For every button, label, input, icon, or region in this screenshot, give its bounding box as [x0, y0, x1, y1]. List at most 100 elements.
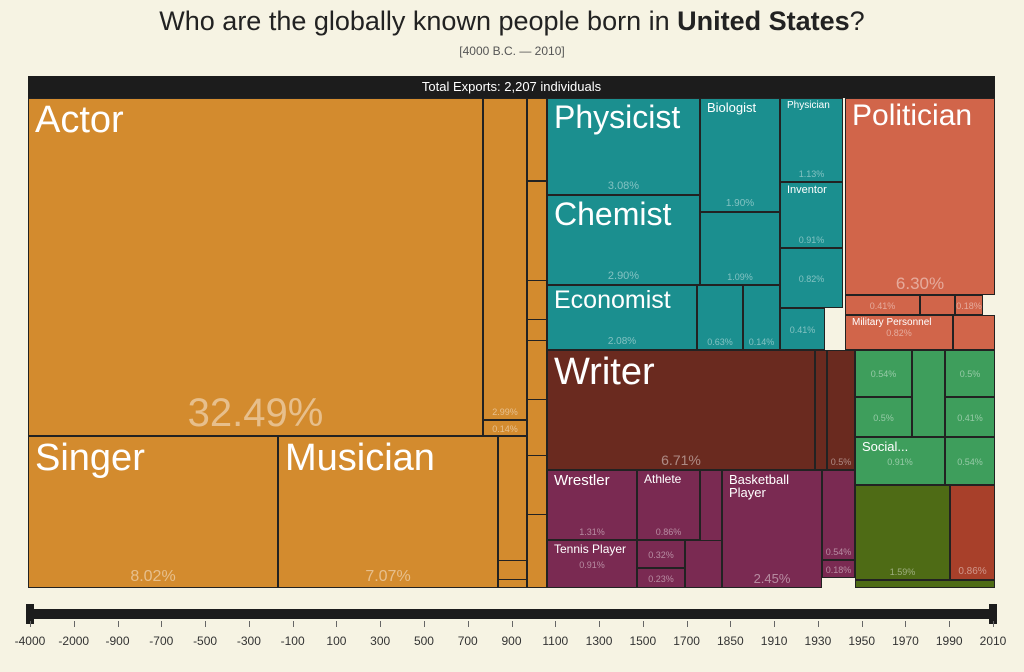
tile: Actor 32.49%	[28, 98, 483, 436]
timeline-tick	[30, 621, 31, 627]
timeline-tick-label: -500	[193, 634, 218, 648]
tile-value: 8.02%	[130, 568, 176, 585]
tile: 0.54%	[822, 470, 855, 560]
tile: 0.41%	[845, 295, 920, 315]
timeline-tick-label: 1970	[892, 634, 919, 648]
tile: Physician 1.13%	[780, 98, 843, 182]
timeline-tick	[555, 621, 557, 627]
tile-value: 1.13%	[798, 169, 825, 179]
tile: 0.82%	[780, 248, 843, 308]
timeline-track[interactable]	[28, 609, 995, 619]
tile: 0.14%	[743, 285, 780, 350]
tile-label: Writer	[554, 351, 655, 393]
tile-value: 0.32%	[648, 549, 674, 560]
tile: Physicist 3.08%	[547, 98, 700, 195]
tile: 0.86%	[950, 485, 995, 580]
tile-label: Chemist	[554, 196, 672, 232]
tile: Musician 7.07%	[278, 436, 498, 588]
timeline-tick	[861, 621, 863, 627]
timeline-tick	[117, 621, 119, 627]
tile: Inventor 0.91%	[780, 182, 843, 248]
timeline-tick-label: 1950	[848, 634, 876, 648]
timeline-tick-label: -2000	[58, 634, 90, 648]
tile-value: 0.5%	[830, 457, 852, 467]
divider	[527, 340, 547, 400]
tile: 0.5%	[855, 397, 912, 437]
small-tiles	[953, 315, 995, 350]
timeline-tick-label: 1850	[717, 634, 744, 648]
tile-value: 0.41%	[789, 324, 816, 335]
timeline-tick-label: 700	[457, 634, 478, 648]
timeline-tick-label: -700	[149, 634, 174, 648]
tile: 0.5%	[827, 350, 855, 470]
title-prefix: Who are the globally known people born i…	[159, 6, 670, 36]
tile: 2.99%	[483, 98, 527, 420]
tile-label: Inventor	[787, 184, 827, 196]
tile-value: 0.91%	[579, 559, 605, 570]
timeline-tick	[423, 621, 425, 627]
tile-label: Military Personnel	[852, 317, 932, 328]
tile-value: 1.59%	[889, 567, 916, 577]
timeline-tick	[248, 621, 250, 627]
divider	[527, 455, 547, 515]
tile-value: 0.54%	[870, 369, 897, 379]
tile-value: 0.54%	[825, 547, 852, 557]
timeline-tick-label: -4000	[14, 634, 46, 648]
timeline-tick	[73, 621, 75, 627]
timeline-handle[interactable]	[989, 604, 997, 624]
tile: 0.41%	[780, 308, 825, 350]
tile-value: 2.45%	[753, 571, 791, 586]
tile-value: 2.99%	[492, 407, 518, 417]
tile-label: Biologist	[707, 100, 757, 115]
tile: 0.54%	[855, 350, 912, 397]
tile-value: 0.23%	[648, 573, 674, 584]
tile-value: 0.82%	[886, 328, 912, 338]
timeline-tick-label: 1990	[935, 634, 963, 648]
tile-value: 0.91%	[798, 235, 825, 245]
timeline-tick	[686, 621, 688, 627]
tile: Politician 6.30%	[845, 98, 995, 295]
timeline-tick	[993, 621, 994, 627]
tile-label: Physicist	[554, 99, 681, 135]
tile-label: Social...	[862, 439, 909, 454]
timeline-handle[interactable]	[26, 604, 34, 624]
tile-label: Physician	[787, 100, 830, 111]
tile-value: 0.41%	[869, 300, 896, 311]
tile: Social... 0.91%	[855, 437, 945, 485]
tile-label: Economist	[554, 286, 671, 314]
divider	[527, 280, 547, 320]
subtitle: [4000 B.C. — 2010]	[459, 44, 565, 58]
timeline-tick-label: 500	[413, 634, 434, 648]
timeline-tick-label: 1930	[804, 634, 832, 648]
timeline-tick-label: -300	[236, 634, 261, 648]
small-tiles	[815, 350, 827, 470]
tile: 1.59%	[855, 485, 950, 580]
tile-label: Basketball Player	[729, 472, 789, 500]
tile-label: Tennis Player	[554, 542, 627, 556]
timeline-tick	[511, 621, 513, 627]
tile-label: Actor	[35, 99, 124, 141]
tile-value: 2.08%	[607, 336, 637, 347]
tile: 0.23%	[637, 568, 685, 588]
title: Who are the globally known people born i…	[0, 6, 1024, 37]
tile: 0.14%	[483, 420, 527, 436]
tile: Military Personnel 0.82%	[845, 315, 953, 350]
timeline-tick-label: 1500	[629, 634, 657, 648]
small-tiles	[498, 436, 527, 588]
timeline-tick	[905, 621, 907, 627]
timeline-tick-label: -900	[105, 634, 130, 648]
timeline-tick-label: 100	[326, 634, 347, 648]
small-tiles	[920, 295, 955, 315]
tile: Wrestler 1.31%	[547, 470, 637, 540]
tile: 0.63%	[697, 285, 743, 350]
timeline-tick	[161, 621, 163, 627]
tile-value: 0.91%	[887, 456, 913, 467]
tile-value: 0.54%	[957, 456, 983, 467]
tile-value: 1.31%	[579, 527, 605, 537]
tile: Economist 2.08%	[547, 285, 697, 350]
tile-value: 2.90%	[607, 270, 640, 282]
title-country: United States	[677, 6, 850, 36]
tile-value: 0.86%	[958, 566, 987, 577]
tile-value: 6.71%	[661, 452, 701, 468]
